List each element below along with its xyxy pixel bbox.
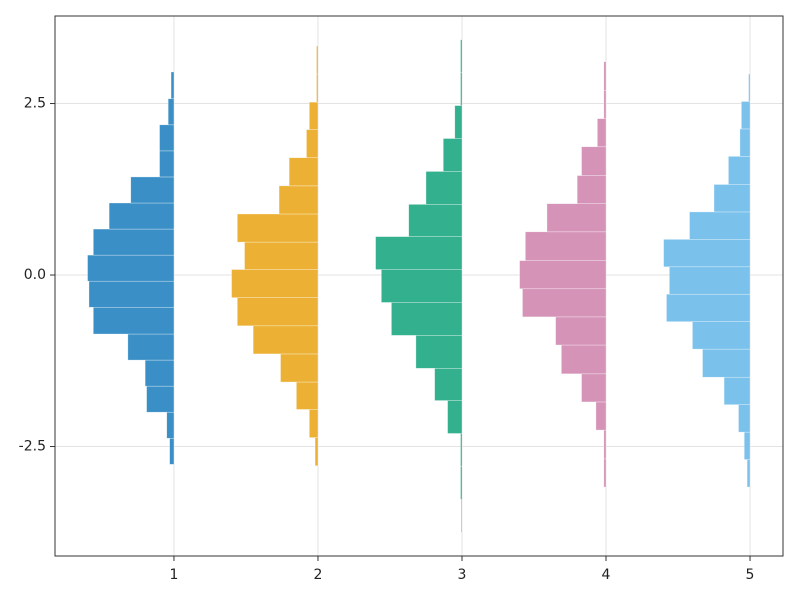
bar (741, 101, 751, 130)
bar (739, 128, 751, 157)
bar (108, 202, 175, 230)
x-tick-label: 1 (169, 567, 178, 583)
bar (159, 124, 175, 152)
bar (280, 353, 319, 383)
bar (244, 241, 319, 270)
bar (522, 288, 607, 318)
bar (460, 499, 463, 533)
bar (391, 302, 463, 336)
bar (309, 101, 319, 130)
bar (375, 236, 463, 270)
bar (546, 203, 607, 233)
bar (237, 213, 319, 243)
bar (460, 72, 463, 106)
bar (460, 433, 463, 467)
bar (460, 466, 463, 500)
bar (159, 150, 175, 178)
bar (146, 385, 175, 413)
bar (93, 228, 175, 256)
bar (167, 98, 175, 126)
bar (581, 373, 607, 403)
bar (381, 269, 463, 303)
x-tick-label: 2 (314, 567, 323, 583)
bar (561, 344, 607, 375)
bar (603, 90, 607, 119)
bar (425, 171, 463, 205)
bar (447, 400, 463, 434)
bar (316, 73, 319, 103)
bar (597, 118, 607, 148)
bar (595, 401, 607, 431)
bar (296, 381, 319, 410)
bar (306, 129, 319, 159)
bar (278, 185, 319, 215)
bar (231, 269, 319, 298)
bar (169, 437, 175, 465)
axis-frame (54, 15, 784, 557)
bar (170, 71, 175, 100)
y-tick-label: 2.5 (24, 96, 46, 112)
bar (713, 184, 751, 213)
bar (603, 61, 607, 91)
y-tick-label: 0.0 (24, 267, 46, 283)
bar (669, 266, 751, 295)
bar (576, 175, 607, 204)
x-tick-label: 4 (602, 567, 611, 583)
bar (166, 411, 175, 439)
bar (237, 297, 319, 327)
bar (309, 409, 319, 438)
bar (434, 368, 463, 401)
bar (692, 321, 751, 350)
bar (748, 73, 751, 102)
bar (130, 176, 175, 204)
bar (88, 280, 175, 308)
bar (127, 333, 175, 361)
bar (555, 316, 607, 346)
bar (723, 376, 751, 405)
bar (581, 146, 607, 176)
ticks: 1 2 3 4 5 -2.5 0.0 2.5 (19, 96, 755, 583)
bar (746, 459, 751, 488)
bar (689, 211, 751, 240)
bar (702, 348, 751, 378)
bar (314, 437, 319, 467)
bar (666, 293, 751, 322)
y-tick-label: -2.5 (19, 439, 46, 455)
bar (316, 45, 319, 75)
bar (603, 429, 607, 460)
bar (460, 39, 463, 73)
bar (87, 254, 175, 282)
bar (738, 404, 751, 433)
bar (728, 156, 751, 185)
bar (442, 138, 463, 172)
bar (144, 359, 175, 387)
plot-area (87, 39, 751, 533)
x-tick-label: 3 (458, 567, 467, 583)
bar (525, 231, 607, 261)
bar (288, 157, 319, 187)
bar (454, 105, 463, 139)
bar (408, 204, 463, 237)
bar (252, 325, 319, 355)
bar (519, 260, 607, 290)
x-tick-label: 5 (746, 567, 755, 583)
bar (603, 458, 607, 488)
bar (415, 335, 463, 369)
bar (93, 306, 175, 335)
bar (663, 239, 751, 268)
bar (743, 431, 751, 460)
